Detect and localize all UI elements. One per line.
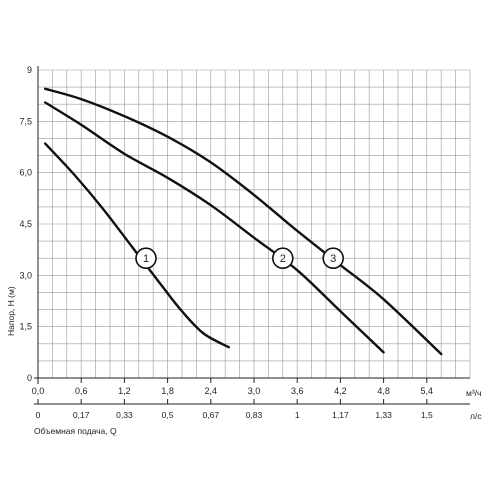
series-line-3: [44, 87, 443, 356]
x-tick-label: 0,0: [32, 386, 45, 396]
series-line-2: [44, 101, 385, 354]
y-tick-label: 7,5: [19, 116, 32, 126]
x-tick-label: 4,8: [377, 386, 390, 396]
y-axis-label: Напор, Н (м): [6, 286, 16, 336]
series-marker-2: [271, 247, 294, 270]
series-label-1: 1: [143, 253, 149, 265]
x2-tick-label: 0,17: [73, 410, 90, 420]
y-tick-label: 6,0: [19, 168, 32, 178]
series-group: 1 2 3: [44, 87, 443, 356]
series-label-2: 2: [280, 253, 286, 265]
x2-tick-label: 0,33: [116, 410, 133, 420]
series-marker-1: [135, 247, 157, 270]
x-axis-label: Объемная подача, Q: [34, 426, 117, 436]
x-tick-label: 4,2: [334, 386, 347, 396]
y-tick-label: 3,0: [19, 270, 32, 280]
x-tick-label: 1,8: [161, 386, 174, 396]
tick-labels: 0,0 0,6 1,2 1,8 2,4 3,0 3,6 4,2 4,8 5,4 0 0,17 0,33 0…: [19, 65, 433, 420]
x2-unit-label: л/с: [470, 411, 482, 421]
x2-tick-label: 0,83: [246, 410, 263, 420]
series-marker-3: [322, 247, 345, 270]
x2-tick-label: 0,67: [203, 410, 220, 420]
x2-tick-label: 1,5: [421, 410, 433, 420]
x-tick-label: 2,4: [205, 386, 218, 396]
axes: [34, 66, 470, 405]
x-tick-label: 5,4: [421, 386, 434, 396]
x2-tick-label: 1,17: [332, 410, 349, 420]
x2-tick-label: 0: [36, 410, 41, 420]
x2-tick-label: 1: [295, 410, 300, 420]
x-unit-label: м³/ч: [466, 388, 481, 398]
y-tick-label: 9: [27, 65, 32, 75]
y-tick-label: 1,5: [19, 322, 32, 332]
x2-tick-label: 0,5: [162, 410, 174, 420]
series-label-3: 3: [330, 253, 336, 265]
y-tick-label: 0: [27, 373, 32, 383]
series-line-1: [44, 142, 230, 349]
x-tick-label: 3,6: [291, 386, 304, 396]
x2-tick-label: 1,33: [375, 410, 392, 420]
x-tick-label: 3,0: [248, 386, 261, 396]
x-tick-label: 1,2: [118, 386, 131, 396]
x-tick-label: 0,6: [75, 386, 88, 396]
grid: [37, 69, 471, 379]
y-tick-label: 4,5: [19, 219, 32, 229]
